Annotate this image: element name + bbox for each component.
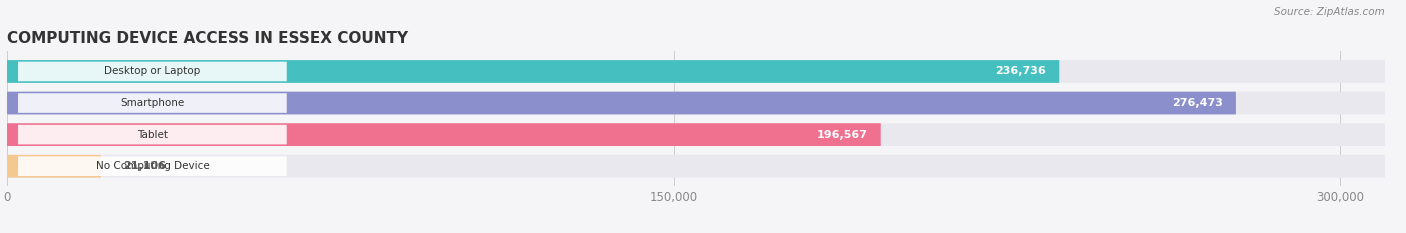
FancyBboxPatch shape [7, 92, 1236, 114]
Text: 21,106: 21,106 [124, 161, 166, 171]
FancyBboxPatch shape [7, 123, 1385, 146]
FancyBboxPatch shape [18, 156, 287, 176]
Text: COMPUTING DEVICE ACCESS IN ESSEX COUNTY: COMPUTING DEVICE ACCESS IN ESSEX COUNTY [7, 31, 408, 46]
Text: 236,736: 236,736 [995, 66, 1046, 76]
FancyBboxPatch shape [7, 155, 1385, 178]
FancyBboxPatch shape [18, 93, 287, 113]
Text: Source: ZipAtlas.com: Source: ZipAtlas.com [1274, 7, 1385, 17]
FancyBboxPatch shape [7, 92, 1385, 114]
FancyBboxPatch shape [18, 62, 287, 81]
FancyBboxPatch shape [7, 123, 880, 146]
Text: Desktop or Laptop: Desktop or Laptop [104, 66, 201, 76]
FancyBboxPatch shape [7, 60, 1059, 83]
Text: 196,567: 196,567 [817, 130, 868, 140]
Text: 276,473: 276,473 [1171, 98, 1223, 108]
Text: No Computing Device: No Computing Device [96, 161, 209, 171]
Text: Smartphone: Smartphone [121, 98, 184, 108]
FancyBboxPatch shape [7, 60, 1385, 83]
FancyBboxPatch shape [7, 155, 101, 178]
FancyBboxPatch shape [18, 125, 287, 144]
Text: Tablet: Tablet [136, 130, 167, 140]
